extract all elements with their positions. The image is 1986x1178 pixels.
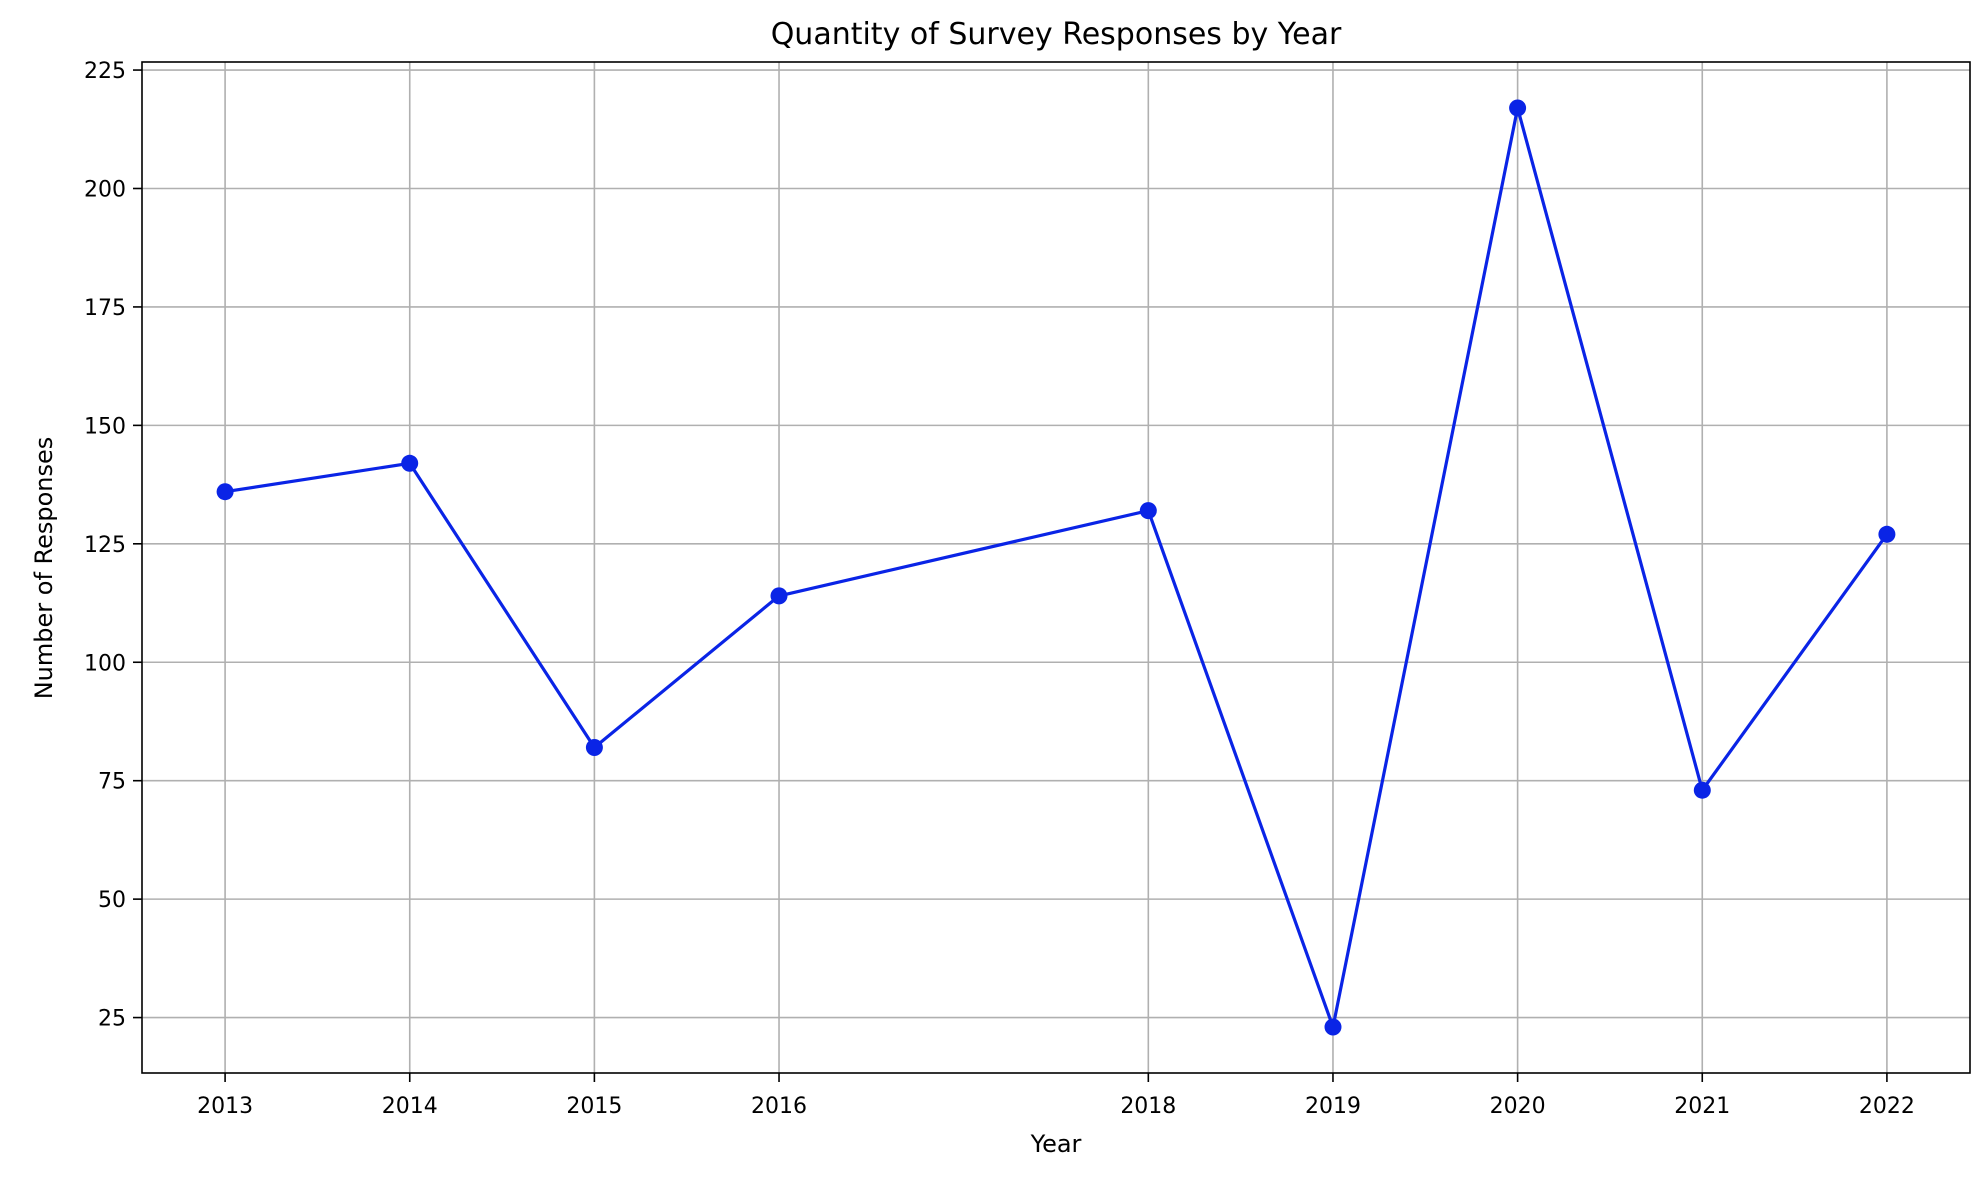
series-layer [216,99,1896,1036]
data-point-2022 [1878,525,1896,543]
x-tick-label-2016: 2016 [751,1094,807,1119]
x-tick-label-2014: 2014 [382,1094,438,1119]
data-point-2018 [1139,502,1157,520]
data-point-2020 [1509,99,1527,117]
y-tick-label-150: 150 [84,414,126,439]
x-tick-label-2020: 2020 [1490,1094,1546,1119]
y-tick-label-175: 175 [84,296,126,321]
data-point-2021 [1693,781,1711,799]
y-tick-label-100: 100 [84,651,126,676]
x-tick-label-2021: 2021 [1674,1094,1730,1119]
data-point-2016 [770,587,788,605]
x-tick-label-2013: 2013 [197,1094,253,1119]
y-tick-label-225: 225 [84,59,126,84]
y-tick-label-75: 75 [98,770,126,795]
series-line-0 [223,106,1889,1029]
plot-frame [141,61,1971,1074]
ticks-layer: 2013 2014 2015 2016 2018 2019 2020 2021 2022 25 50… [84,59,1915,1119]
x-tick-label-2015: 2015 [566,1094,622,1119]
x-axis-label: Year [1030,1130,1082,1158]
y-axis-label: Number of Responses [30,437,58,700]
data-point-2019 [1324,1018,1342,1036]
data-point-2015 [585,739,603,756]
data-point-2013 [216,483,234,501]
y-tick-label-125: 125 [84,533,126,558]
x-tick-label-2019: 2019 [1305,1094,1361,1119]
grid-layer [142,62,1970,1073]
chart-title: Quantity of Survey Responses by Year [771,17,1342,52]
x-tick-label-2018: 2018 [1120,1094,1176,1119]
x-tick-label-2022: 2022 [1859,1094,1915,1119]
y-tick-label-25: 25 [98,1007,126,1032]
data-point-2014 [401,454,419,472]
y-tick-label-200: 200 [84,177,126,202]
y-tick-label-50: 50 [98,888,126,913]
axes-frame [141,61,1971,1074]
